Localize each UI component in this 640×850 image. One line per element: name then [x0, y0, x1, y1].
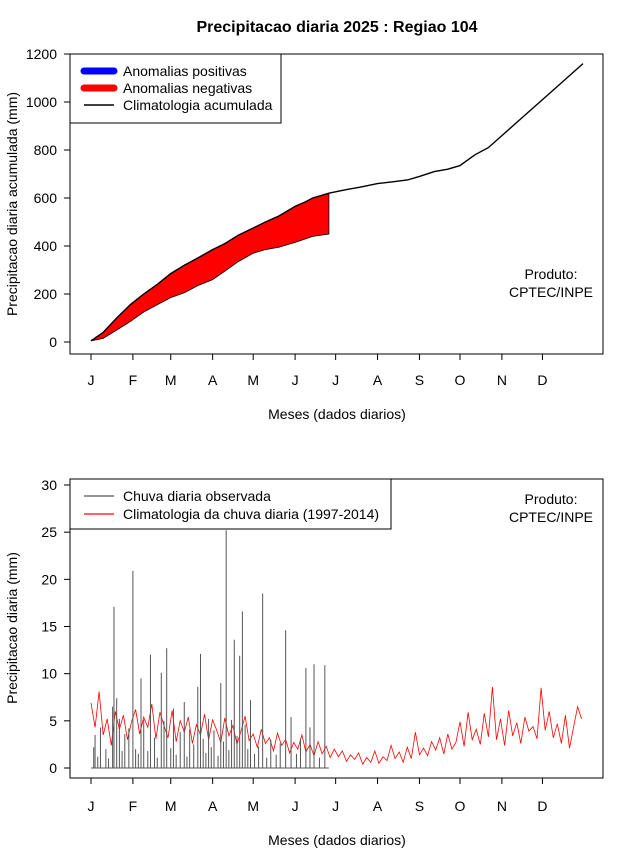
x-tick-label: S: [415, 798, 424, 814]
x-tick-label: J: [332, 798, 339, 814]
bottom-x-axis-label: Meses (dados diarios): [268, 832, 406, 848]
y-tick-label: 200: [34, 286, 58, 302]
x-tick-label: A: [208, 798, 218, 814]
y-tick-label: 10: [41, 666, 57, 682]
x-tick-label: M: [165, 798, 177, 814]
bottom-legend-box: [69, 478, 392, 530]
y-tick-label: 600: [34, 190, 58, 206]
climatology-daily-line: [90, 686, 582, 766]
x-tick-label: M: [247, 798, 259, 814]
y-tick-label: 800: [34, 142, 58, 158]
bottom-annotation-line-2: CPTEC/INPE: [509, 509, 593, 525]
x-tick-label: D: [537, 372, 547, 388]
chart-title: Precipitacao diaria 2025 : Regiao 104: [196, 19, 477, 36]
top-annotation-line-2: CPTEC/INPE: [509, 284, 593, 300]
top-y-axis: 0 200 400 600 800 1000 1200: [26, 46, 71, 350]
x-tick-label: F: [129, 798, 138, 814]
x-tick-label: O: [455, 798, 466, 814]
legend-climatology-label: Climatologia acumulada: [123, 97, 273, 113]
legend-observed-label: Chuva diaria observada: [123, 488, 271, 504]
top-marks: [90, 63, 584, 342]
bottom-panel: 0 5 10 15 20 25 30 J F M A M J J A S O N D Meses (dados d…: [4, 477, 604, 848]
x-tick-label: O: [455, 372, 466, 388]
y-tick-label: 20: [41, 571, 57, 587]
x-tick-label: A: [373, 798, 383, 814]
x-tick-label: A: [373, 372, 383, 388]
y-tick-label: 400: [34, 238, 58, 254]
x-tick-label: F: [129, 372, 138, 388]
bottom-annotation-line-1: Produto:: [525, 491, 578, 507]
y-tick-label: 1200: [26, 46, 57, 62]
x-tick-label: J: [292, 372, 299, 388]
x-tick-label: D: [537, 798, 547, 814]
top-y-axis-label: Precipitacao diaria acumulada (mm): [4, 92, 20, 316]
x-tick-label: S: [415, 372, 424, 388]
x-tick-label: J: [292, 798, 299, 814]
legend-climatology-daily-label: Climatologia da chuva diaria (1997-2014): [123, 506, 379, 522]
negative-anomaly-area: [90, 192, 330, 342]
y-tick-label: 15: [41, 619, 57, 635]
y-tick-label: 25: [41, 524, 57, 540]
bottom-y-axis-label: Precipitacao diaria (mm): [4, 552, 20, 704]
top-x-axis-label: Meses (dados diarios): [268, 406, 406, 422]
legend-positive-label: Anomalias positivas: [123, 63, 247, 79]
y-tick-label: 0: [49, 334, 57, 350]
climatology-cumulative-line: [90, 63, 584, 342]
bottom-marks: [90, 530, 582, 769]
y-tick-label: 5: [49, 713, 57, 729]
x-tick-label: J: [88, 372, 95, 388]
top-legend: Anomalias positivas Anomalias negativas …: [69, 53, 282, 124]
x-tick-label: M: [165, 372, 177, 388]
top-panel: 0 200 400 600 800 1000 1200 J F M A M J J A S O N D Meses…: [4, 46, 604, 422]
y-tick-label: 0: [49, 760, 57, 776]
x-tick-label: N: [497, 798, 507, 814]
x-tick-label: J: [88, 798, 95, 814]
legend-negative-label: Anomalias negativas: [123, 80, 252, 96]
y-tick-label: 30: [41, 477, 57, 493]
x-tick-label: N: [497, 372, 507, 388]
bottom-legend: Chuva diaria observada Climatologia da c…: [69, 478, 392, 530]
x-tick-label: M: [247, 372, 259, 388]
x-tick-label: A: [208, 372, 218, 388]
x-tick-label: J: [332, 372, 339, 388]
y-tick-label: 1000: [26, 94, 57, 110]
bottom-y-axis: 0 5 10 15 20 25 30: [41, 477, 71, 776]
top-annotation-line-1: Produto:: [525, 266, 578, 282]
